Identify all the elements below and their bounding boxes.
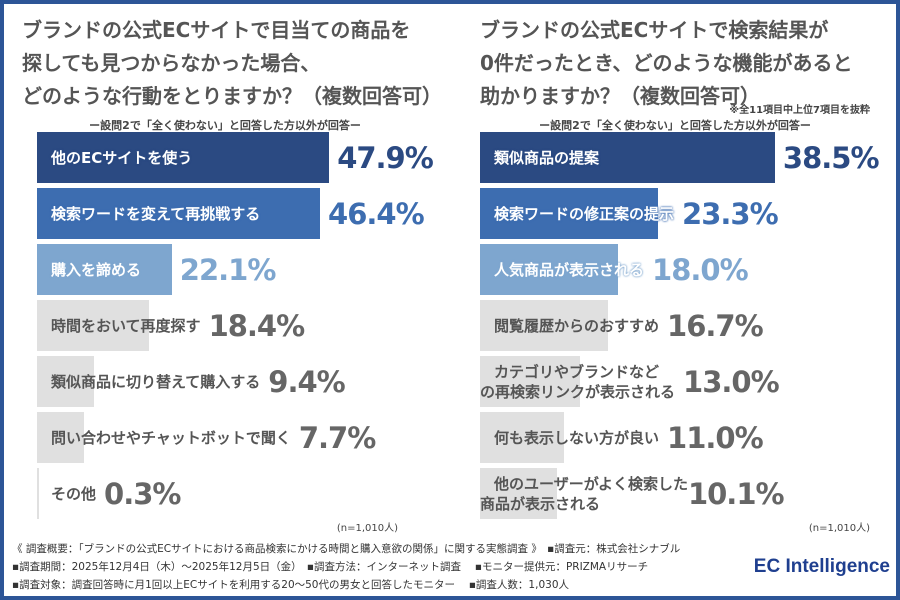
bar-label: 類似商品に切り替えて購入する — [51, 372, 261, 391]
bar-row: 購入を諦める 22.1% — [37, 244, 433, 295]
bar-value-label: 22.1% — [179, 252, 277, 287]
survey-period: ▪調査期間：2025年12月4日（木）～2025年12月5日（金） ▪調査方法：… — [12, 561, 649, 573]
bar-label: 検索ワードの修正案の提示 — [494, 204, 675, 223]
bar-value-label: 10.1% — [687, 476, 785, 511]
bar-row: 人気商品が表示される 18.0% — [480, 244, 879, 295]
chart-title: ブランドの公式ECサイトで検索結果が 0件だったとき、どのような機能があると 助… — [480, 18, 853, 108]
bar — [480, 300, 608, 351]
bar-value-label: 11.0% — [667, 420, 764, 455]
ec-intelligence-logo: EC Intelligence — [753, 556, 890, 577]
bar-value-label: 16.7% — [667, 308, 764, 343]
bar-row: 時間をおいて再度探す 18.4% — [37, 300, 433, 351]
bar-value-label: 18.0% — [652, 252, 749, 287]
bar-value-label: 38.5% — [782, 140, 880, 175]
bar — [480, 356, 580, 407]
chart-left: ブランドの公式ECサイトで目当ての商品を 探しても見つからなかった場合、 どのよ… — [0, 0, 450, 534]
bar — [37, 300, 150, 351]
bar — [480, 412, 565, 463]
bar-row: 他のユーザーがよく検索した 商品が表示される 10.1% — [480, 468, 879, 519]
chart-title: ブランドの公式ECサイトで目当ての商品を 探しても見つからなかった場合、 どのよ… — [22, 18, 442, 108]
bar-row: カテゴリやブランドなど の再検索リンクが表示される 13.0% — [480, 356, 879, 407]
bar-value-label: 7.7% — [298, 420, 376, 455]
bar-row: 他のECサイトを使う 47.9% — [37, 132, 434, 183]
survey-summary: 《 調査概要：「ブランドの公式ECサイトにおける商品検索にかける時間と購入意欲の… — [12, 543, 681, 555]
bar-row: その他 0.3% — [37, 468, 433, 519]
bar-row: 検索ワードを変えて再挑戦する 46.4% — [37, 188, 433, 239]
bar — [37, 132, 330, 183]
bar-label: 問い合わせやチャットボットで聞く — [51, 428, 291, 447]
chart-subtitle: ー設問2で「全く使わない」と回答した方以外が回答ー — [89, 119, 361, 132]
bar-value-label: 47.9% — [337, 140, 434, 175]
bar — [37, 188, 321, 239]
bar-value-label: 13.0% — [683, 364, 780, 399]
bar — [480, 188, 659, 239]
bar-row: 閲覧履歴からのおすすめ 16.7% — [480, 300, 879, 351]
bar-rows: 他のECサイトを使う 47.9% 検索ワードを変えて再挑戦する 46.4% 購入を諦める… — [37, 132, 434, 524]
bar-label: カテゴリやブランドなど の再検索リンクが表示される — [480, 362, 676, 401]
bar-label: 検索ワードを変えて再挑戦する — [51, 204, 261, 223]
sample-size: (n=1,010人) — [808, 523, 870, 534]
bar — [37, 412, 84, 463]
bar-row: 類似商品に切り替えて購入する 9.4% — [37, 356, 433, 407]
survey-target: ▪調査対象：調査回答時に月1回以上ECサイトを利用する20～50代の男女と回答し… — [12, 579, 569, 591]
bar — [480, 468, 558, 519]
bar-value-label: 46.4% — [328, 196, 425, 231]
bar-value-label: 18.4% — [208, 308, 306, 343]
bar-label: 人気商品が表示される — [494, 260, 645, 279]
bar-value-label: 9.4% — [268, 364, 345, 399]
bar-row: 検索ワードの修正案の提示 23.3% — [480, 188, 879, 239]
bar — [37, 356, 95, 407]
bar-label: 類似商品の提案 — [494, 148, 600, 167]
bar-label: その他 — [51, 484, 97, 503]
bar-label: 購入を諦める — [51, 260, 142, 279]
bar-label: 時間をおいて再度探す — [51, 316, 201, 335]
bar-label: 何も表示しない方が良い — [494, 428, 660, 447]
chart-subtitle: ー設問2で「全く使わない」と回答した方以外が回答ー — [539, 119, 811, 132]
bar — [37, 244, 172, 295]
bar-rows: 類似商品の提案 38.5% 検索ワードの修正案の提示 23.3% 人気商品が表示される 1… — [480, 132, 880, 524]
bar-row: 類似商品の提案 38.5% — [480, 132, 880, 183]
bar-row: 何も表示しない方が良い 11.0% — [480, 412, 879, 463]
bar-label: 他のECサイトを使う — [51, 148, 193, 167]
sample-size: (n=1,010人) — [336, 523, 398, 534]
bar-label: 他のユーザーがよく検索した 商品が表示される — [480, 474, 688, 513]
bar-value-label: 23.3% — [682, 196, 779, 231]
chart-note: ※全11項目中上位7項目を抜粋 — [729, 105, 870, 116]
bar-label: 閲覧履歴からのおすすめ — [494, 316, 660, 335]
bar — [480, 132, 775, 183]
bar — [480, 244, 618, 295]
bar-row: 問い合わせやチャットボットで聞く 7.7% — [37, 412, 433, 463]
bar — [37, 468, 39, 519]
chart-right: ブランドの公式ECサイトで検索結果が 0件だったとき、どのような機能があると 助… — [450, 0, 900, 534]
bar-value-label: 0.3% — [104, 476, 181, 511]
